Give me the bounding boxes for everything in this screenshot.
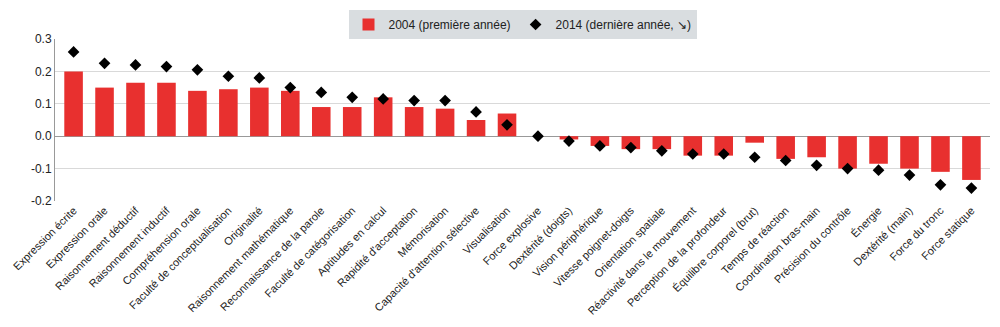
svg-text:Reconnaissance de la parole: Reconnaissance de la parole xyxy=(218,204,327,313)
svg-text:Mémorisation: Mémorisation xyxy=(395,204,450,259)
svg-text:Raisonnement mathématique: Raisonnement mathématique xyxy=(186,204,296,314)
svg-text:Perception de la profondeur: Perception de la profondeur xyxy=(625,204,730,309)
svg-text:Orientation spatiale: Orientation spatiale xyxy=(592,204,668,280)
svg-text:0.2: 0.2 xyxy=(35,65,52,79)
svg-text:-0.2: -0.2 xyxy=(31,194,52,208)
svg-text:0.0: 0.0 xyxy=(35,129,52,143)
svg-text:Dextérité (main): Dextérité (main) xyxy=(851,204,915,268)
svg-text:Raisonnement déductif: Raisonnement déductif xyxy=(53,204,142,293)
svg-text:Visualisation: Visualisation xyxy=(460,204,512,256)
svg-text:Capacité d'attention sélective: Capacité d'attention sélective xyxy=(372,204,481,313)
svg-text:Force du tronc: Force du tronc xyxy=(887,204,946,263)
svg-text:-0.1: -0.1 xyxy=(31,162,52,176)
svg-text:Originalité: Originalité xyxy=(221,204,265,248)
svg-text:Énergie: Énergie xyxy=(849,204,884,239)
svg-text:Force explosive: Force explosive xyxy=(480,204,543,267)
svg-text:Aptitudes en calcul: Aptitudes en calcul xyxy=(315,204,389,278)
svg-text:Compréhension orale: Compréhension orale xyxy=(120,204,203,287)
svg-text:0.1: 0.1 xyxy=(35,97,52,111)
svg-text:Rapidité d'acceptation: Rapidité d'acceptation xyxy=(335,204,420,289)
svg-text:Équilibre corporel (brut): Équilibre corporel (brut) xyxy=(670,204,760,294)
svg-text:2004 (première année): 2004 (première année) xyxy=(389,18,511,32)
svg-text:Réactivité dans le mouvement: Réactivité dans le mouvement xyxy=(585,204,698,317)
svg-text:Faculté de catégorisation: Faculté de catégorisation xyxy=(262,204,357,299)
svg-text:Coordination bras-main: Coordination bras-main xyxy=(733,204,822,293)
svg-text:Force statique: Force statique xyxy=(919,204,977,262)
svg-text:0.3: 0.3 xyxy=(35,32,52,46)
svg-text:2014 (dernière année, ↘): 2014 (dernière année, ↘) xyxy=(556,18,691,32)
svg-text:Vision périphérique: Vision périphérique xyxy=(530,204,605,279)
svg-text:Expression orale: Expression orale xyxy=(43,204,109,270)
svg-text:Précision du contrôle: Précision du contrôle xyxy=(772,204,853,285)
svg-text:Vitesse poignet-doigts: Vitesse poignet-doigts xyxy=(551,204,636,289)
svg-text:Expression écrite: Expression écrite xyxy=(11,204,79,272)
svg-text:Temps de réaction: Temps de réaction xyxy=(719,204,791,276)
svg-text:Dextérité (doigts): Dextérité (doigts) xyxy=(507,204,575,272)
svg-text:Raisonnement inductif: Raisonnement inductif xyxy=(86,204,172,290)
svg-text:Faculté de conceptualisation: Faculté de conceptualisation xyxy=(127,204,234,311)
